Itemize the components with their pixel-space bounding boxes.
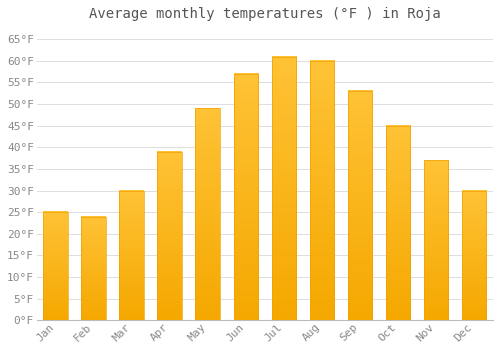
Bar [120,190,144,320]
Bar [158,152,182,320]
Bar [196,108,220,320]
Bar [82,217,106,320]
Bar [310,61,334,320]
Bar [424,160,448,320]
Bar [272,57,296,320]
Title: Average monthly temperatures (°F ) in Roja: Average monthly temperatures (°F ) in Ro… [89,7,441,21]
Bar [348,91,372,320]
Bar [44,212,68,320]
Bar [386,126,410,320]
Bar [234,74,258,320]
Bar [462,190,486,320]
